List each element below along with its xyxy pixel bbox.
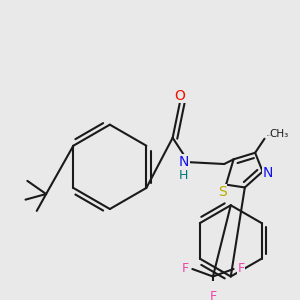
Text: methyl: methyl: [267, 135, 272, 136]
Text: N: N: [179, 155, 189, 169]
Text: S: S: [218, 185, 227, 199]
Text: N: N: [263, 167, 273, 180]
Text: F: F: [238, 262, 244, 275]
Text: CH₃: CH₃: [269, 129, 288, 139]
Text: O: O: [175, 88, 186, 103]
Text: F: F: [209, 290, 217, 300]
Text: F: F: [181, 262, 188, 275]
Text: H: H: [179, 169, 189, 182]
